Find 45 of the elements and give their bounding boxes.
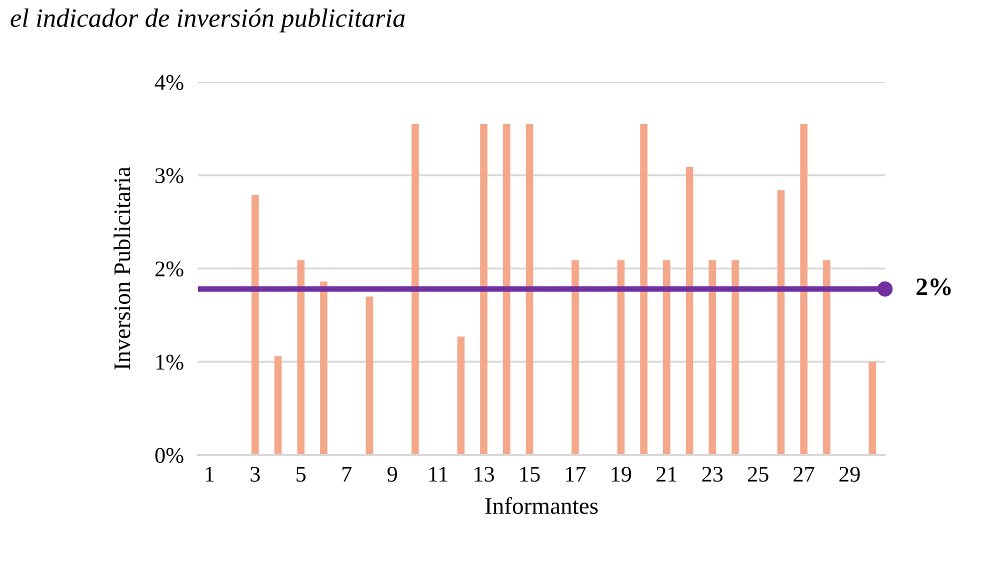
bar [366, 296, 374, 455]
bar [868, 362, 876, 455]
bar [686, 166, 694, 455]
x-tick-label: 29 [839, 466, 860, 482]
x-tick-label: 21 [656, 466, 676, 482]
chart-title: el indicador de inversión publicitaria [10, 8, 405, 32]
bar [457, 336, 465, 455]
bar [502, 124, 510, 455]
x-tick-label: 27 [794, 466, 814, 482]
y-tick-label: 4% [154, 74, 184, 90]
x-tick-label: 15 [520, 466, 540, 482]
bar [412, 124, 419, 455]
ref-line-label: 2% [916, 278, 951, 296]
x-axis-title: Informantes [485, 497, 598, 514]
bar [320, 282, 328, 455]
x-tick-label: 3 [250, 466, 260, 482]
y-axis-title: Inversion Publicitaria [114, 166, 130, 370]
bar [480, 124, 488, 455]
x-tick-label: 17 [566, 466, 586, 482]
x-tick-label: 9 [387, 466, 397, 482]
bar [823, 260, 830, 455]
bar [274, 356, 282, 455]
bar [617, 260, 625, 455]
x-tick-label: 19 [612, 466, 632, 482]
y-tick-label: 3% [156, 168, 184, 184]
bar [251, 194, 259, 455]
bar [663, 260, 670, 455]
x-tick-label: 7 [342, 466, 352, 482]
bar [732, 260, 739, 455]
x-tick-label: 11 [429, 466, 448, 482]
bar [800, 124, 808, 455]
x-tick-label: 1 [206, 466, 214, 482]
x-tick-label: 25 [748, 466, 768, 482]
bar [526, 124, 534, 455]
bar [297, 260, 305, 455]
x-tick-label: 13 [474, 466, 494, 482]
bar [777, 190, 785, 455]
x-tick-label: 5 [296, 466, 306, 482]
bar [572, 260, 579, 455]
bar [708, 260, 716, 455]
x-tick-label: 23 [702, 466, 723, 482]
bar [640, 124, 648, 455]
y-tick-label: 2% [155, 261, 184, 276]
y-tick-label: 0% [155, 448, 184, 463]
y-tick-label: 1% [156, 354, 184, 370]
